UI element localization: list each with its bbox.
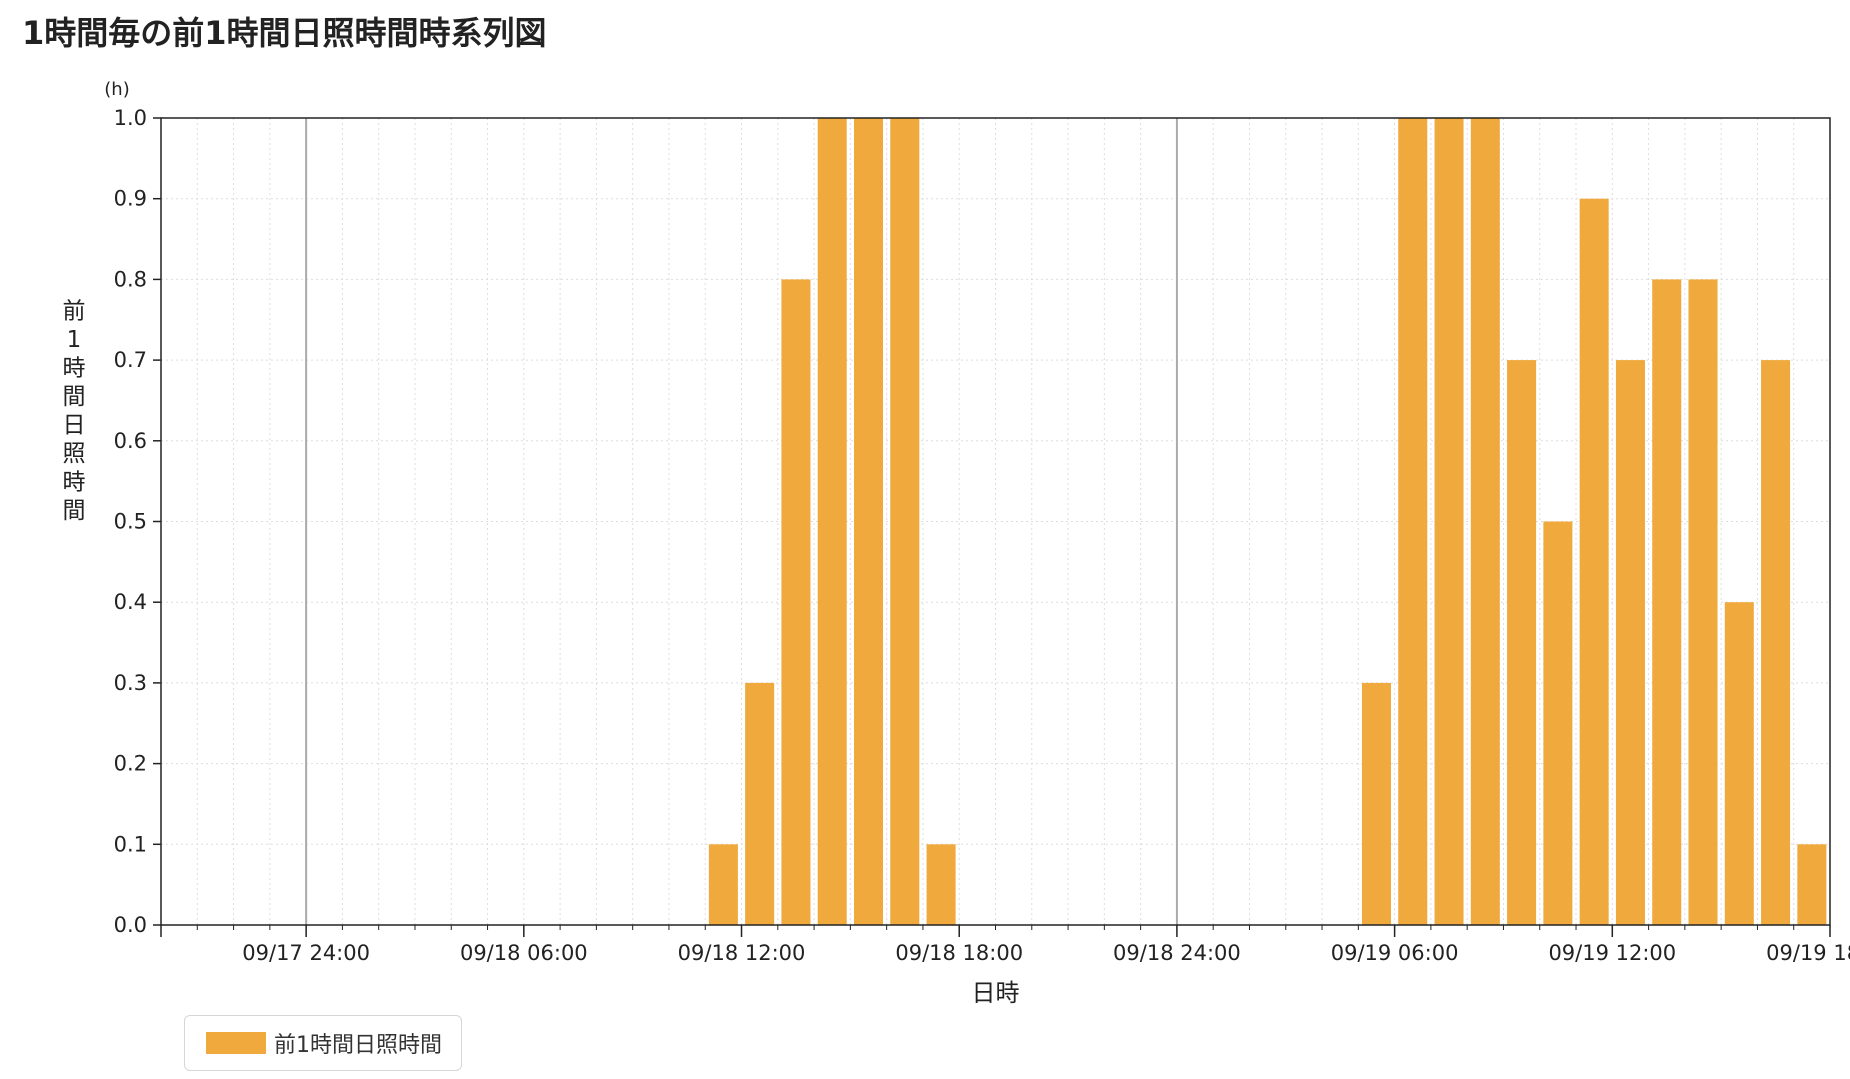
x-tick-label: 09/19 12:00	[1548, 941, 1676, 965]
bar	[1398, 118, 1428, 925]
y-tick-label: 0.2	[114, 752, 147, 776]
x-axis-label: 日時	[972, 979, 1020, 1007]
y-tick-label: 0.3	[114, 671, 147, 695]
bar	[1434, 118, 1464, 925]
bar	[1615, 360, 1645, 926]
bar	[1797, 844, 1827, 925]
x-tick-label: 09/17 24:00	[242, 941, 370, 965]
y-tick-label: 0.5	[114, 510, 147, 534]
x-tick-label: 09/18 06:00	[460, 941, 588, 965]
y-tick-label: 0.9	[114, 187, 147, 211]
bar	[1761, 360, 1791, 926]
bar	[1688, 279, 1718, 925]
chart-legend[interactable]: 前1時間日照時間	[184, 1015, 462, 1071]
y-tick-label: 0.6	[114, 429, 147, 453]
y-tick-label: 0.4	[114, 590, 147, 614]
bar	[1361, 682, 1391, 925]
y-unit-label: (h)	[104, 79, 129, 100]
bar	[853, 118, 884, 925]
x-tick-label: 09/18 12:00	[678, 941, 806, 965]
x-tick-label: 09/18 18:00	[895, 941, 1023, 965]
bar	[1579, 198, 1609, 925]
bar	[781, 279, 811, 925]
x-tick-label: 09/19 18:00	[1766, 941, 1850, 965]
y-tick-label: 0.8	[114, 267, 147, 291]
y-tick-label: 1.0	[114, 106, 147, 130]
bar	[926, 844, 956, 925]
bar	[708, 844, 738, 925]
bar	[1507, 360, 1537, 926]
bar	[890, 118, 920, 925]
bar	[1543, 521, 1573, 925]
bar	[1652, 279, 1682, 925]
bar	[1470, 118, 1500, 925]
y-tick-label: 0.0	[114, 913, 147, 937]
y-tick-label: 0.7	[114, 348, 147, 372]
legend-swatch	[206, 1032, 266, 1054]
y-tick-label: 0.1	[114, 832, 147, 856]
legend-label: 前1時間日照時間	[274, 1033, 442, 1058]
y-axis-label: 前 1 時間日照時間	[63, 298, 86, 524]
chart-title: 1時間毎の前1時間日照時間時系列図	[22, 14, 547, 52]
bar	[817, 118, 847, 925]
x-tick-label: 09/19 06:00	[1331, 941, 1459, 965]
bar	[1724, 602, 1754, 925]
x-tick-label: 09/18 24:00	[1113, 941, 1241, 965]
bar	[745, 682, 775, 925]
